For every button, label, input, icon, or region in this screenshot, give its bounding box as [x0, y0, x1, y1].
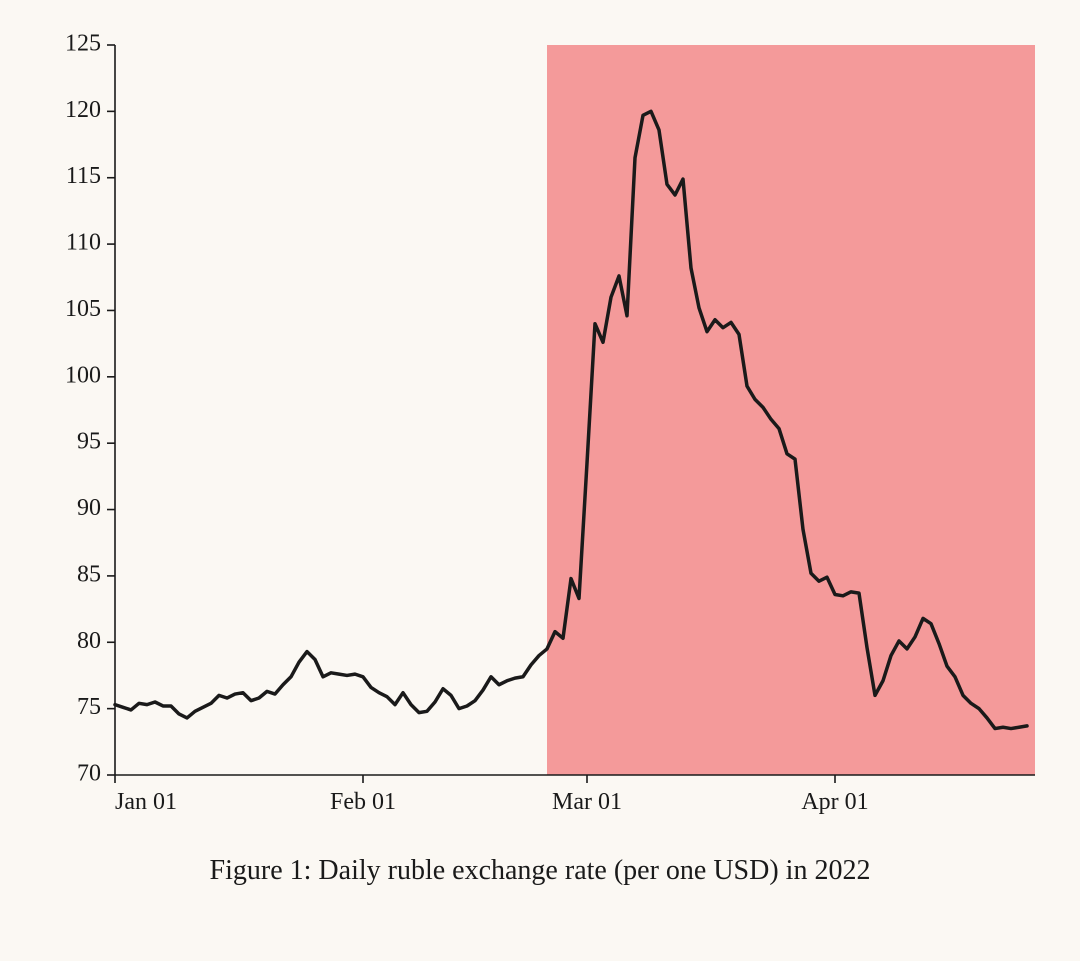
figure-container: 70 75 80 85 90 95 100 105 110 115 120 125 Jan 01 Feb … [0, 0, 1080, 961]
y-tick-label: 100 [65, 362, 101, 388]
y-tick-label: 110 [66, 230, 101, 256]
y-tick-label: 95 [77, 429, 101, 455]
x-tick-label: Mar 01 [552, 789, 622, 815]
figure-caption: Figure 1: Daily ruble exchange rate (per… [0, 855, 1080, 887]
y-tick-label: 115 [66, 163, 101, 189]
y-tick-label: 85 [77, 561, 101, 587]
y-tick-label: 105 [65, 296, 101, 322]
y-tick-label: 120 [65, 97, 101, 123]
x-tick-label: Feb 01 [330, 789, 396, 815]
y-tick-label: 90 [77, 495, 101, 521]
exchange-rate-chart: 70 75 80 85 90 95 100 105 110 115 120 125 Jan 01 Feb … [25, 25, 1055, 815]
x-tick-label: Apr 01 [801, 789, 868, 815]
y-tick-label: 75 [77, 694, 101, 720]
y-tick-label: 70 [77, 761, 101, 787]
y-tick-label: 125 [65, 31, 101, 57]
x-tick-label: Jan 01 [115, 789, 177, 815]
y-tick-label: 80 [77, 628, 101, 654]
shaded-region [547, 45, 1035, 775]
